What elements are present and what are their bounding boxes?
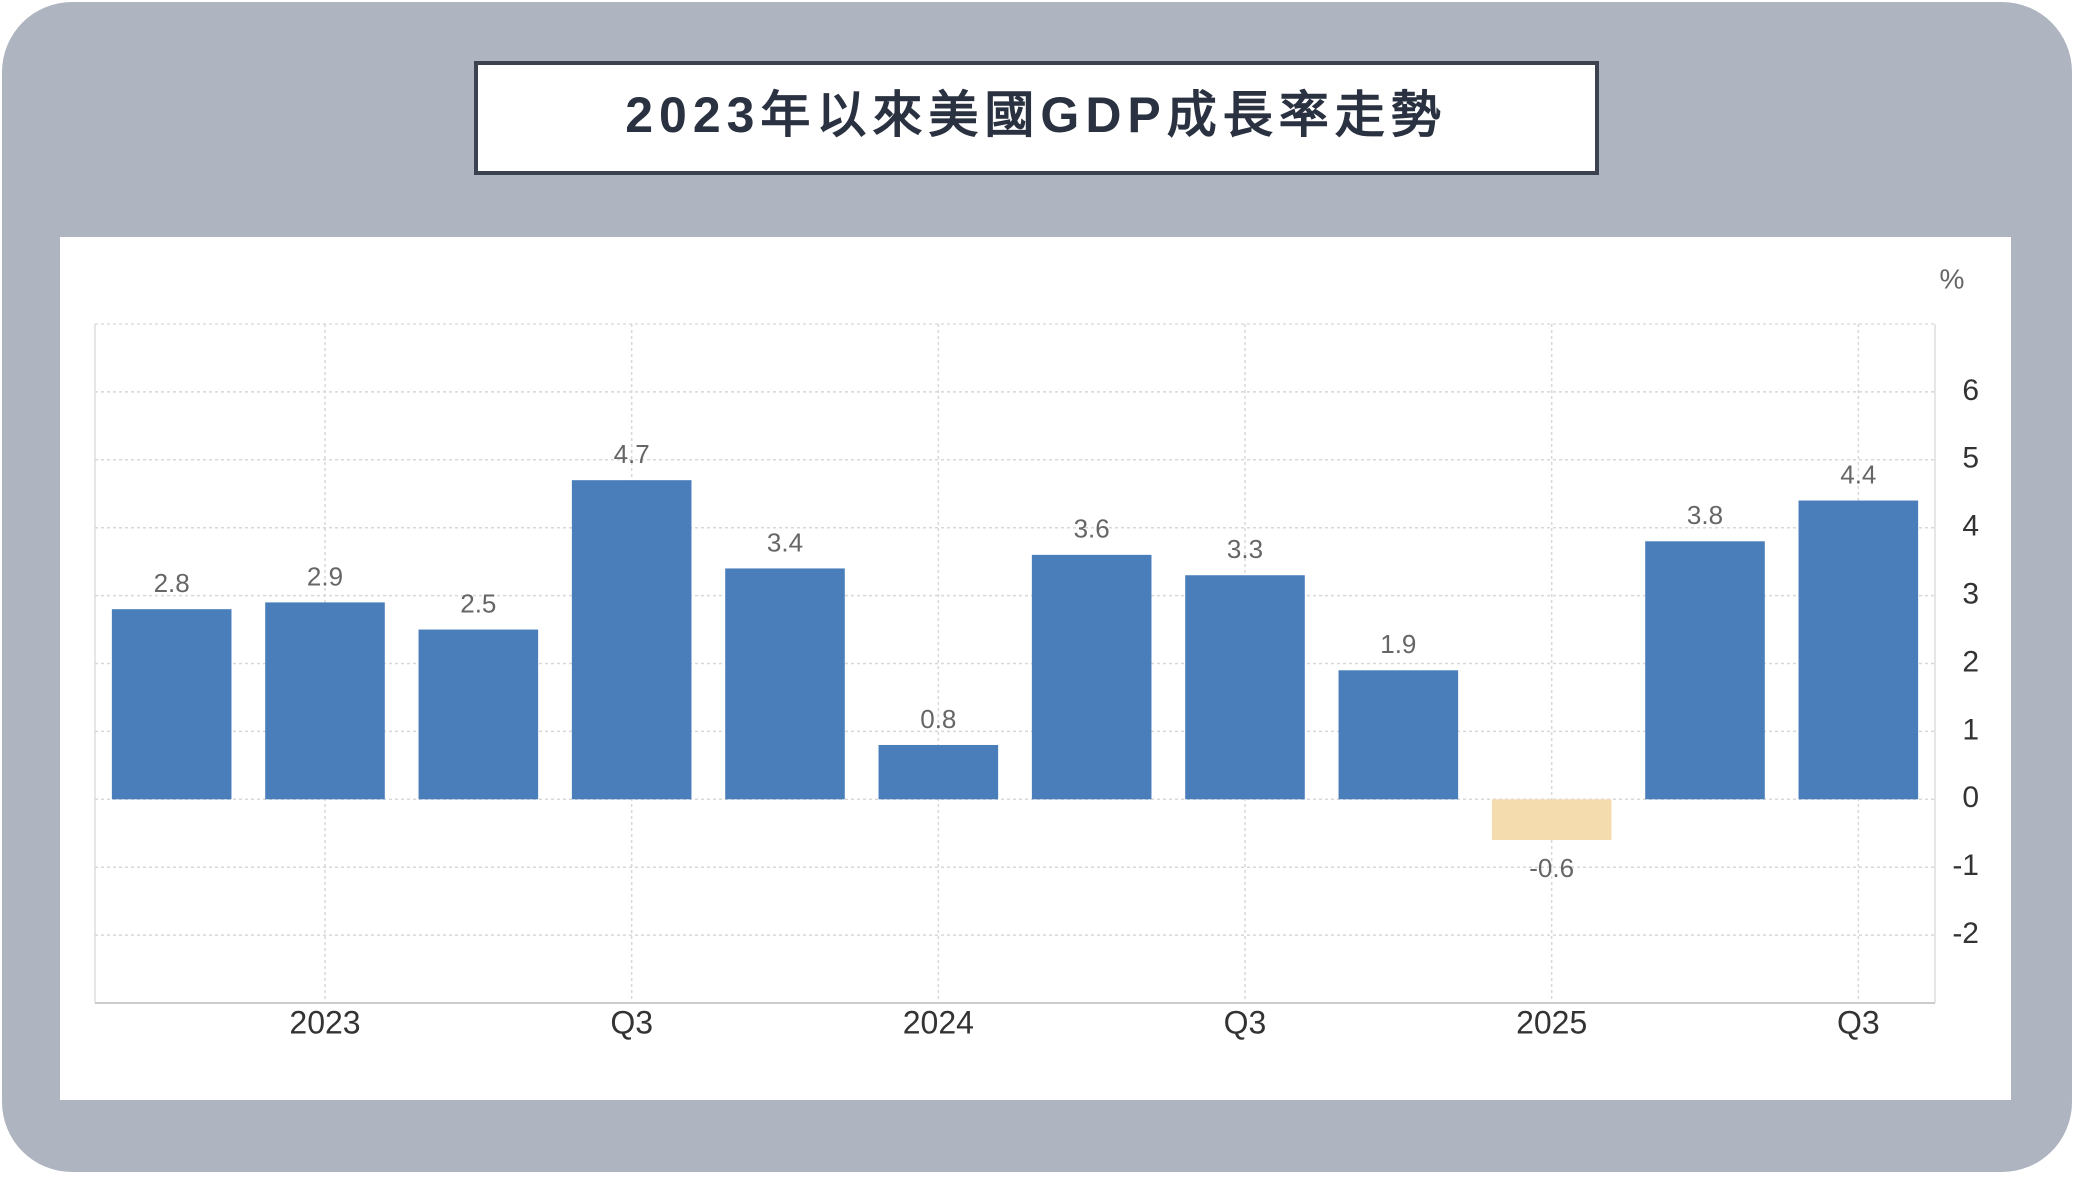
value-label: 3.3	[1227, 534, 1263, 564]
value-label: -0.6	[1529, 853, 1574, 883]
value-label: 1.9	[1380, 629, 1416, 659]
bar	[1798, 500, 1919, 800]
bar	[571, 480, 692, 800]
y-tick-label: 6	[1962, 374, 1979, 407]
value-label: 2.8	[154, 568, 190, 598]
bar	[418, 629, 539, 800]
x-tick-label: Q3	[610, 1004, 653, 1040]
x-tick-label: 2024	[903, 1004, 974, 1040]
y-tick-label: 1	[1962, 713, 1979, 746]
bar	[1645, 541, 1765, 800]
y-tick-label: 2	[1962, 645, 1979, 678]
bar	[1031, 554, 1152, 800]
value-label: 3.6	[1074, 514, 1110, 544]
y-tick-label: 0	[1962, 781, 1979, 814]
y-tick-label: 5	[1962, 442, 1979, 475]
bar	[1491, 799, 1612, 841]
x-tick-label: Q3	[1837, 1004, 1880, 1040]
x-tick-label: Q3	[1224, 1004, 1267, 1040]
x-tick-label: 2023	[289, 1004, 360, 1040]
bar	[725, 568, 845, 800]
value-label: 0.8	[920, 704, 956, 734]
bar	[1338, 670, 1459, 800]
chart-title: 2023年以來美國GDP成長率走勢	[625, 87, 1447, 143]
bar	[265, 602, 385, 800]
y-unit: %	[1940, 263, 1965, 294]
value-label: 2.5	[460, 588, 496, 618]
title-box	[474, 61, 1599, 175]
value-label: 4.4	[1840, 459, 1876, 489]
value-label: 3.4	[767, 527, 803, 557]
y-tick-label: -1	[1952, 849, 1979, 882]
y-tick-label: -2	[1952, 917, 1979, 950]
bar	[878, 744, 999, 800]
value-label: 3.8	[1687, 500, 1723, 530]
bar	[111, 609, 232, 800]
bar	[1185, 575, 1305, 800]
value-label: 4.7	[614, 439, 650, 469]
value-label: 2.9	[307, 561, 343, 591]
y-tick-label: 3	[1962, 578, 1979, 611]
y-tick-label: 4	[1962, 510, 1979, 543]
x-tick-label: 2025	[1516, 1004, 1587, 1040]
